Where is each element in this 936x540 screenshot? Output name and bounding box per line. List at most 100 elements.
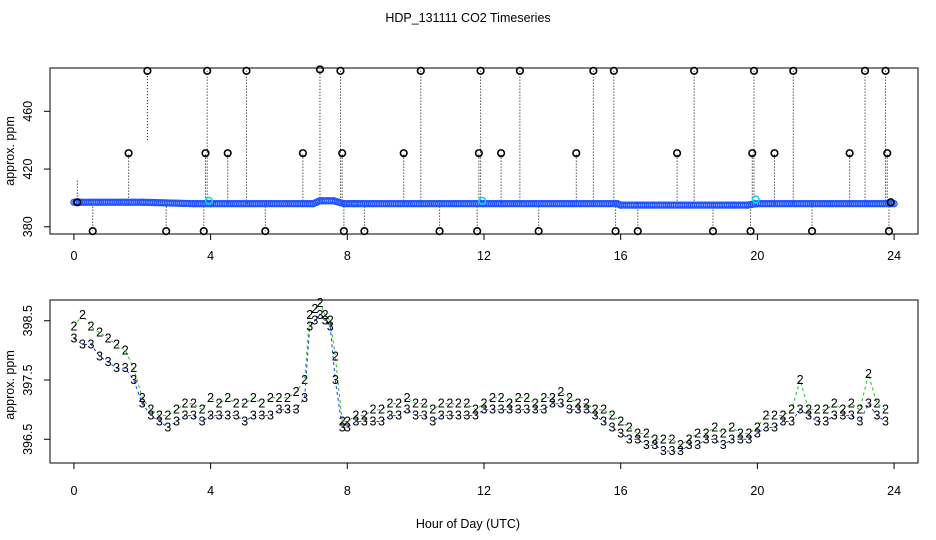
top-panel: approx. ppm 0 4 8 12 16 20 24 380 420 460: [3, 65, 919, 263]
series-point-2: 2: [369, 403, 376, 417]
spike-point: [336, 66, 345, 75]
spike-point: [770, 149, 779, 158]
series-point-2: 2: [498, 391, 505, 405]
series-point-2: 2: [404, 391, 411, 405]
x-axis-label: Hour of Day (UTC): [416, 517, 520, 531]
series-point-2: 2: [463, 397, 470, 411]
series-point-2: 2: [814, 403, 821, 417]
series-point-3: 3: [412, 409, 419, 423]
series-point-3: 3: [498, 403, 505, 417]
top-xtick-label: 0: [70, 249, 77, 263]
series-point-2: 2: [874, 397, 881, 411]
spike-point: [881, 66, 890, 75]
spike-point: [199, 227, 208, 236]
series-point-3: 3: [805, 409, 812, 423]
series-point-3: 3: [311, 314, 318, 328]
spike-point: [399, 149, 408, 158]
series-point-2: 2: [105, 332, 112, 346]
series-point-2: 2: [882, 403, 889, 417]
series-line-3: [73, 314, 886, 452]
series-point-2: 2: [865, 367, 872, 381]
series-point-3: 3: [404, 403, 411, 417]
series-point-2: 2: [88, 320, 95, 334]
series-point-3: 3: [361, 415, 368, 429]
series-point-2: 2: [122, 343, 129, 357]
series-point-2: 2: [79, 308, 86, 322]
series-point-2: 2: [190, 397, 197, 411]
series-point-3: 3: [463, 409, 470, 423]
series-point-2: 2: [728, 420, 735, 434]
spike-point: [261, 227, 270, 236]
series-point-3: 3: [139, 397, 146, 411]
top-axes: 0 4 8 12 16 20 24 380 420 460: [21, 101, 901, 263]
series-point-2: 2: [147, 403, 154, 417]
series-point-3: 3: [762, 420, 769, 434]
series-point-3: 3: [267, 409, 274, 423]
top-xtick-label: 24: [887, 249, 901, 263]
series-point-3: 3: [506, 403, 513, 417]
series-point-2: 2: [737, 426, 744, 440]
bottom-ytick-label: 396.5: [21, 424, 35, 455]
series-point-2: 2: [805, 403, 812, 417]
spike-point: [672, 149, 682, 158]
series-point-2: 2: [703, 426, 710, 440]
series-point-3: 3: [711, 432, 718, 446]
top-ylabel: approx. ppm: [3, 116, 17, 185]
spike-point: [748, 149, 757, 158]
series-point-2: 2: [856, 403, 863, 417]
series-point-3: 3: [339, 420, 346, 434]
series-point-2: 2: [634, 426, 641, 440]
series-point-2: 2: [421, 397, 428, 411]
series-point-2: 2: [651, 432, 658, 446]
series-point-2: 2: [70, 320, 77, 334]
series-point-2: 2: [250, 391, 257, 405]
spike-point: [338, 149, 347, 158]
series-point-2: 2: [566, 391, 573, 405]
top-xtick-label: 16: [614, 249, 628, 263]
spike-point: [473, 227, 482, 236]
bottom-panel: approx. ppm 0 4 8 12 16 20 24 396.5 397.5 398.5 2…: [3, 296, 919, 498]
spike-point: [589, 66, 598, 75]
series-point-2: 2: [668, 432, 675, 446]
spike-point: [572, 149, 581, 158]
bottom-xtick-label: 20: [750, 484, 764, 498]
series-point-2: 2: [583, 397, 590, 411]
spike-point: [474, 149, 483, 158]
series-point-2: 2: [472, 403, 479, 417]
series-point-3: 3: [557, 397, 564, 411]
series-point-3: 3: [216, 409, 223, 423]
series-point-3: 3: [446, 409, 453, 423]
top-xtick-label: 12: [477, 249, 491, 263]
series-point-2: 2: [660, 432, 667, 446]
series-point-3: 3: [600, 415, 607, 429]
series-point-2: 2: [378, 403, 385, 417]
series-point-2: 2: [284, 391, 291, 405]
cyan-point: [478, 196, 487, 205]
series-point-2: 2: [322, 308, 329, 322]
series-point-3: 3: [241, 415, 248, 429]
series-point-3: 3: [472, 409, 479, 423]
series-point-3: 3: [455, 409, 462, 423]
series-point-2: 2: [592, 403, 599, 417]
series-point-3: 3: [754, 426, 761, 440]
series-point-2: 2: [617, 415, 624, 429]
series-point-3: 3: [856, 415, 863, 429]
series-point-2: 2: [788, 403, 795, 417]
series-point-3: 3: [190, 409, 197, 423]
series-point-2: 2: [489, 391, 496, 405]
series-point-3: 3: [574, 403, 581, 417]
series-line-2: [73, 302, 886, 446]
series-point-3: 3: [156, 415, 163, 429]
series-point-3: 3: [322, 314, 329, 328]
series-point-3: 3: [651, 438, 658, 452]
series-point-3: 3: [771, 420, 778, 434]
series-point-3: 3: [814, 415, 821, 429]
series-point-3: 3: [164, 420, 171, 434]
series-point-3: 3: [532, 403, 539, 417]
series-point-2: 2: [600, 403, 607, 417]
top-ytick-label: 380: [21, 216, 35, 237]
series-point-3: 3: [327, 320, 334, 334]
series-point-3: 3: [395, 409, 402, 423]
spike-point: [416, 66, 425, 75]
